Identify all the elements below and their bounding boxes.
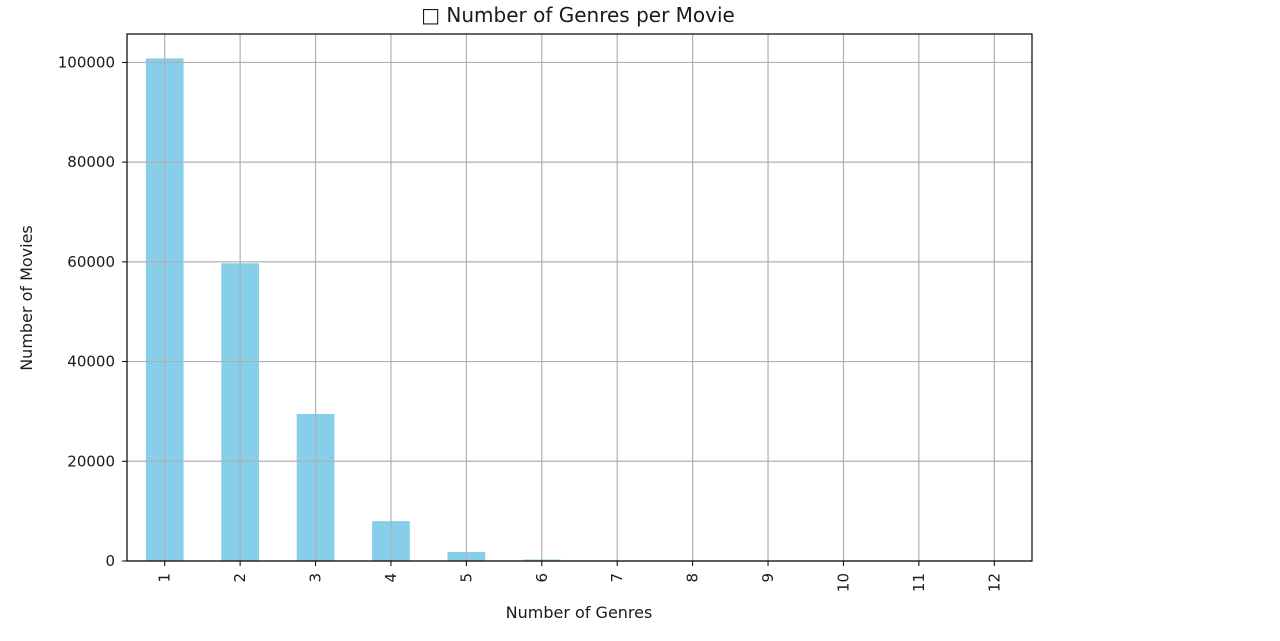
y-tick-label: 40000	[67, 353, 115, 371]
x-tick-label: 7	[608, 573, 626, 583]
y-tick-label: 0	[105, 552, 115, 570]
x-tick-label: 1	[156, 573, 174, 583]
y-tick-label: 100000	[58, 53, 115, 71]
y-axis: 0 20000 40000 60000 80000 100000	[58, 53, 127, 570]
y-tick-label: 80000	[67, 153, 115, 171]
x-axis: 1 2 3 4 5 6 7 8 9 10 11 12	[156, 561, 1003, 592]
bars	[145, 58, 1014, 562]
y-axis-label: Number of Movies	[17, 225, 36, 371]
x-tick-label: 12	[985, 573, 1003, 592]
grid	[127, 34, 1032, 562]
x-tick-label: 11	[910, 573, 928, 592]
x-tick-label: 5	[457, 573, 475, 583]
x-tick-label: 9	[759, 573, 777, 583]
x-axis-label: Number of Genres	[506, 603, 653, 622]
x-tick-label: 8	[684, 573, 702, 583]
x-tick-label: 2	[231, 573, 249, 583]
plot-frame	[126, 33, 1033, 562]
x-tick-label: 10	[834, 573, 852, 592]
x-tick-label: 4	[382, 573, 400, 583]
x-tick-label: 6	[533, 573, 551, 583]
chart-title: □ Number of Genres per Movie	[421, 3, 735, 27]
x-tick-label: 3	[307, 573, 325, 583]
y-tick-label: 20000	[67, 452, 115, 470]
y-tick-label: 60000	[67, 253, 115, 271]
